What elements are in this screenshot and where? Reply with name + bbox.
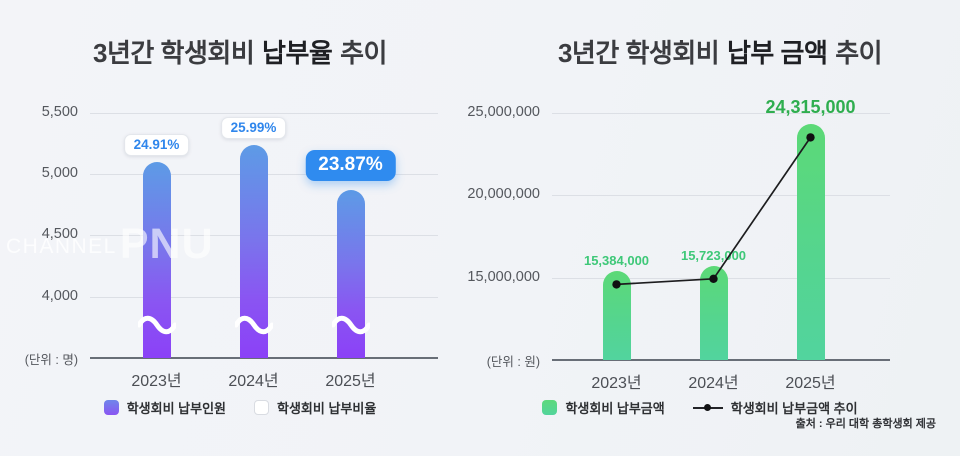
source-credit: 출처 : 우리 대학 총학생회 제공 bbox=[795, 418, 936, 430]
purple-bar-swatch-icon bbox=[103, 400, 119, 415]
unit-label: (단위 : 명) bbox=[24, 353, 78, 367]
payment-amount-label: 15,384,000 bbox=[583, 253, 650, 269]
payment-rate-label: 25.99% bbox=[220, 116, 287, 139]
axis-break-wave-icon bbox=[330, 315, 371, 335]
x-axis-line bbox=[552, 359, 890, 361]
title-text: 추이 bbox=[835, 38, 883, 68]
title-text-bold: 납부 금액 bbox=[726, 38, 828, 68]
legend-item-paid-members: 학생회비 납부인원 bbox=[103, 398, 226, 417]
trend-line-marker-icon bbox=[692, 403, 723, 413]
legend-label: 학생회비 납부금액 추이 bbox=[730, 401, 858, 416]
trend-dot-icon bbox=[703, 403, 711, 411]
y-axis-tick-label: 5,000 bbox=[41, 165, 78, 182]
payment-rate-label: 23.87% bbox=[305, 150, 396, 181]
legend-left: 학생회비 납부인원 학생회비 납부비율 bbox=[0, 398, 480, 417]
chart-title-right: 3년간 학생회비 납부 금액 추이 bbox=[480, 36, 960, 70]
x-axis-label: 2023년 bbox=[131, 373, 182, 390]
title-text: 3년간 학생회비 bbox=[557, 38, 720, 68]
x-axis-label: 2025년 bbox=[785, 375, 836, 392]
legend-label: 학생회비 납부금액 bbox=[565, 401, 665, 416]
x-axis-label: 2025년 bbox=[325, 373, 376, 390]
axis-break-wave-icon bbox=[233, 315, 274, 335]
green-bar-swatch-icon bbox=[542, 400, 558, 415]
axis-break-wave-icon bbox=[136, 315, 177, 335]
legend-item-payment-rate: 학생회비 납부비율 bbox=[254, 398, 376, 417]
x-axis-label: 2024년 bbox=[228, 373, 279, 390]
x-axis-label: 2023년 bbox=[591, 375, 642, 392]
white-swatch-icon bbox=[254, 400, 269, 415]
y-axis-tick-label: 5,500 bbox=[41, 103, 78, 120]
gridline bbox=[552, 113, 890, 115]
bar-2023년 bbox=[602, 271, 631, 360]
gridline bbox=[90, 112, 438, 114]
payment-amount-label: 15,723,000 bbox=[680, 247, 747, 263]
unit-label: (단위 : 원) bbox=[486, 355, 540, 369]
y-axis-tick-label: 4,500 bbox=[41, 226, 78, 243]
legend-label: 학생회비 납부비율 bbox=[277, 401, 377, 416]
gridline bbox=[552, 195, 890, 197]
x-axis-line bbox=[90, 357, 438, 359]
title-text: 추이 bbox=[340, 38, 387, 68]
legend-item-amount-trend: 학생회비 납부금액 추이 bbox=[692, 398, 858, 417]
legend-label: 학생회비 납부인원 bbox=[126, 401, 226, 416]
y-axis-tick-label: 25,000,000 bbox=[467, 104, 540, 121]
x-axis-label: 2024년 bbox=[688, 375, 739, 392]
y-axis-tick-label: 20,000,000 bbox=[467, 186, 540, 203]
payment-rate-label: 24.91% bbox=[123, 133, 190, 156]
bar-2025년 bbox=[796, 124, 825, 360]
y-axis-tick-label: 4,000 bbox=[41, 287, 78, 304]
payment-amount-label: 24,315,000 bbox=[765, 97, 856, 118]
y-axis-tick-label: 15,000,000 bbox=[467, 268, 540, 285]
title-text: 3년간 학생회비 bbox=[93, 38, 255, 68]
legend-item-paid-amount: 학생회비 납부금액 bbox=[542, 398, 665, 417]
bar-2024년 bbox=[699, 265, 728, 360]
title-text-bold: 납부율 bbox=[262, 38, 333, 68]
legend-right: 학생회비 납부금액 학생회비 납부금액 추이 bbox=[480, 398, 920, 417]
chart-title-left: 3년간 학생회비 납부율 추이 bbox=[0, 36, 480, 70]
